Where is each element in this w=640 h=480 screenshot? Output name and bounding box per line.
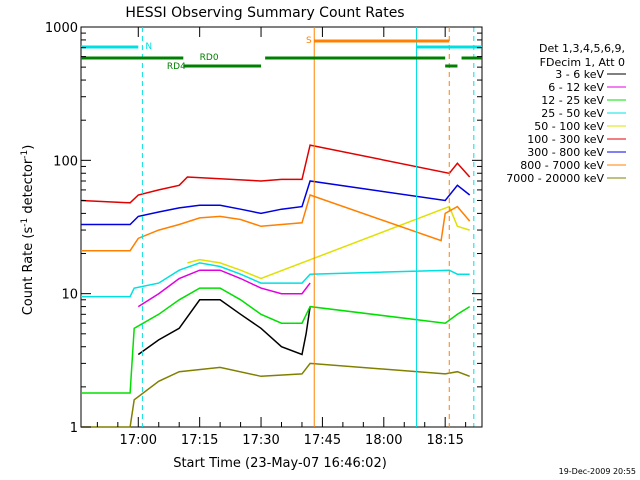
legend-entry-label: 6 - 12 keV — [548, 81, 604, 94]
y-tick-label: 1 — [70, 421, 78, 436]
series-line — [137, 269, 311, 308]
y-tick-label: 1000 — [45, 21, 78, 36]
x-tick-label: 17:45 — [304, 433, 341, 448]
x-axis: 17:00 17:15 17:30 17:45 18:00 18:15 — [96, 27, 467, 448]
legend-entry-label: 50 - 100 keV — [534, 120, 604, 133]
marker-label: RD0 — [200, 53, 219, 63]
y-axis-label-sup-2: -1 — [20, 150, 30, 159]
y-axis-label-mid: detector — [21, 158, 36, 218]
marker-label: S — [306, 36, 312, 46]
y-axis-label: Count Rate (s-1 detector-1) — [20, 145, 36, 316]
x-tick-label: 17:00 — [120, 433, 157, 448]
series-line — [81, 262, 470, 298]
legend-entry-label: 12 - 25 keV — [541, 94, 604, 107]
y-tick-label: 100 — [53, 154, 78, 169]
series-line — [81, 180, 471, 226]
marker-label: N — [145, 42, 152, 52]
x-axis-label: Start Time (23-May-07 16:46:02) — [173, 456, 387, 471]
legend-entry-label: 7000 - 20000 keV — [506, 172, 604, 185]
render-timestamp: 19-Dec-2009 20:55 — [559, 467, 636, 476]
series-line — [81, 194, 471, 252]
series-line — [81, 362, 470, 428]
legend: Det 1,3,4,5,6,9, FDecim 1, Att 0 3 - 6 k… — [506, 42, 626, 185]
chart-title: HESSI Observing Summary Count Rates — [125, 5, 404, 21]
y-axis: 1 10 100 1000 — [45, 21, 482, 436]
legend-entry-label: 800 - 7000 keV — [520, 159, 604, 172]
legend-header-line-1: Det 1,3,4,5,6,9, — [539, 42, 625, 55]
y-tick-label: 10 — [61, 288, 78, 303]
legend-entry-label: 300 - 800 keV — [527, 146, 604, 159]
marker-label: RD4 — [167, 62, 186, 72]
series-line — [80, 144, 471, 204]
series-line — [137, 299, 311, 356]
y-axis-label-sup-1: -1 — [20, 218, 30, 227]
legend-entry-label: 3 - 6 keV — [555, 68, 604, 81]
series-line — [81, 287, 471, 394]
legend-header-line-2: FDecim 1, Att 0 — [540, 56, 625, 69]
plot-area: N S RD0 RD4 1 10 100 1000 17:00 17:15 17:30 17:45… — [45, 21, 483, 448]
series-layer — [80, 144, 471, 428]
marker-layer: N S RD0 RD4 — [81, 27, 482, 427]
x-tick-label: 17:30 — [242, 433, 279, 448]
x-tick-label: 17:15 — [181, 433, 218, 448]
plot-frame — [80, 26, 483, 428]
legend-entry-label: 25 - 50 keV — [541, 107, 604, 120]
x-tick-label: 18:15 — [426, 433, 463, 448]
legend-entry-label: 100 - 300 keV — [527, 133, 604, 146]
y-axis-label-end: ) — [21, 145, 36, 150]
series-line — [187, 205, 470, 280]
y-axis-label-main: Count Rate (s — [21, 227, 36, 316]
x-tick-label: 18:00 — [365, 433, 402, 448]
